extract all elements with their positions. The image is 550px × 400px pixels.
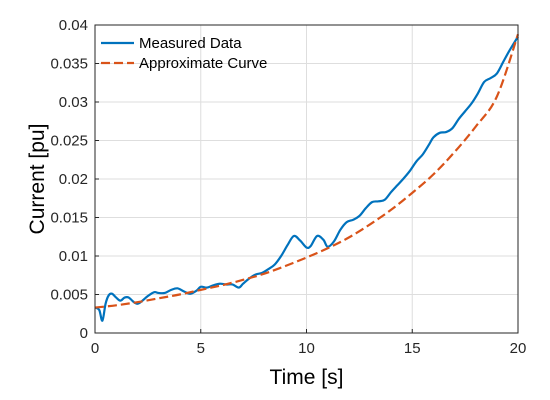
legend-label: Measured Data — [139, 35, 242, 52]
y-tick-label: 0.025 — [50, 133, 88, 150]
series-line-approximate-curve — [94, 33, 520, 309]
y-tick-label: 0 — [80, 325, 88, 342]
x-tick-label: 15 — [404, 340, 421, 357]
y-tick-label: 0.02 — [59, 171, 88, 188]
x-tick-label: 10 — [298, 340, 315, 357]
y-tick-label: 0.04 — [59, 17, 88, 34]
x-tick-label: 20 — [510, 340, 527, 357]
x-tick-label: 5 — [197, 340, 205, 357]
series-layer — [94, 33, 520, 322]
y-tick-label: 0.01 — [59, 248, 88, 265]
y-tick-label: 0.03 — [59, 94, 88, 111]
x-axis-label: Time [s] — [270, 366, 344, 389]
y-axis: 0 0.005 0.01 0.015 0.02 0.025 0.03 0.035 0.04 — [50, 17, 99, 342]
y-tick-label: 0.005 — [50, 287, 88, 304]
legend-label: Approximate Curve — [139, 55, 267, 72]
y-axis-label: Current [pu] — [26, 124, 49, 235]
x-axis: 0 5 10 15 20 — [91, 329, 527, 357]
y-tick-label: 0.015 — [50, 210, 88, 227]
legend: Measured Data Approximate Curve — [101, 35, 267, 72]
x-tick-label: 0 — [91, 340, 99, 357]
y-tick-label: 0.035 — [50, 56, 88, 73]
